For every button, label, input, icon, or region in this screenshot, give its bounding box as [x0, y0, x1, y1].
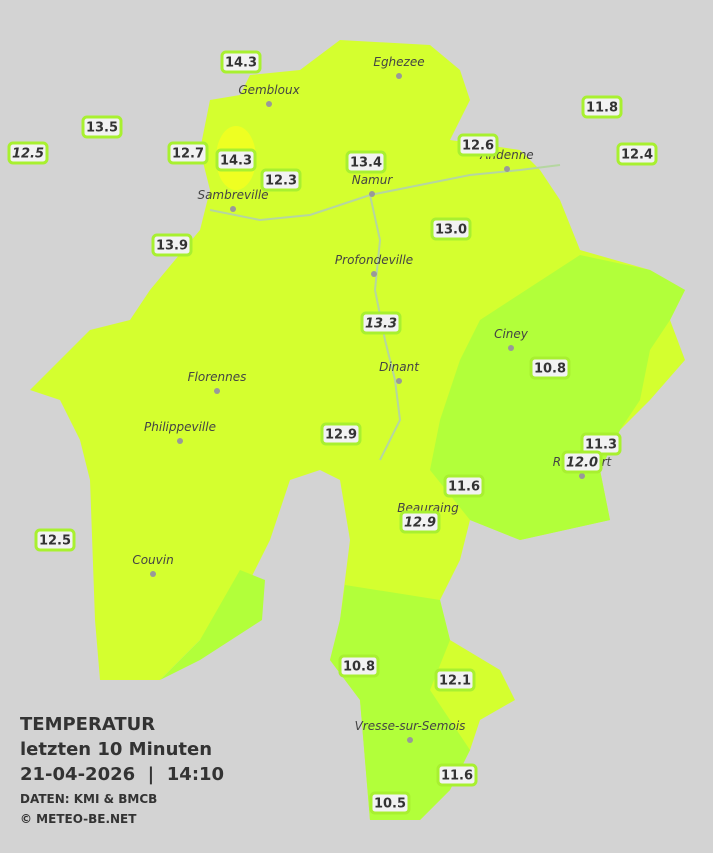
station-value: 10.8: [343, 660, 375, 675]
zone-cool: [160, 570, 265, 680]
legend: TEMPERATUR letzten 10 Minuten 21-04-2026…: [20, 714, 224, 826]
station-box: [434, 668, 476, 692]
station-box: [369, 791, 411, 815]
town-label: Couvin: [132, 553, 173, 567]
town-label: Philippeville: [144, 420, 216, 434]
station-box: [320, 422, 362, 446]
station-value: 13.0: [435, 223, 467, 238]
station-box: [581, 95, 623, 119]
station-value: 11.6: [441, 769, 473, 784]
station-box: [215, 148, 257, 172]
station-value: 13.5: [86, 121, 118, 136]
town-dot: [579, 473, 585, 479]
legend-title: TEMPERATUR: [20, 714, 155, 735]
town-label: Namur: [352, 173, 394, 187]
zone-cool: [430, 255, 685, 540]
station-box: [457, 133, 499, 157]
station-box: [443, 474, 485, 498]
station-value: 10.5: [374, 797, 406, 812]
town-dot: [407, 737, 413, 743]
river: [209, 164, 561, 222]
station-value: 12.5: [12, 147, 44, 162]
town-label: Vresse-sur-Semois: [355, 719, 466, 733]
town-label: Profondeville: [335, 253, 413, 267]
station-value: 10.8: [534, 362, 566, 377]
station-value: 11.8: [586, 101, 618, 116]
town-dot: [266, 101, 272, 107]
station-box: [561, 450, 603, 474]
town-label: Gembloux: [238, 83, 300, 97]
town-label: Eghezee: [373, 55, 424, 69]
legend-subtitle: letzten 10 Minuten: [20, 739, 212, 760]
station-value: 13.4: [350, 156, 382, 171]
station-box: [260, 168, 302, 192]
town-dot: [369, 191, 375, 197]
station-value: 12.1: [439, 674, 471, 689]
station-value: 11.6: [448, 480, 480, 495]
legend-copyright: © METEO-BE.NET: [20, 812, 137, 826]
station-box: [34, 528, 76, 552]
town-dot: [214, 388, 220, 394]
river: [369, 194, 402, 461]
town-dot: [396, 378, 402, 384]
station-box: [220, 50, 262, 74]
station-value: 12.7: [172, 147, 204, 162]
town-dot: [371, 271, 377, 277]
town-label: Dinant: [379, 360, 420, 374]
station-value: 12.0: [566, 456, 598, 471]
station-value: 12.4: [621, 148, 653, 163]
legend-source: DATEN: KMI & BMCB: [20, 792, 157, 806]
station-value: 12.3: [265, 174, 297, 189]
station-value: 13.9: [156, 239, 188, 254]
station-box: [167, 141, 209, 165]
station-value: 12.9: [404, 516, 436, 531]
station-box: [151, 233, 193, 257]
station-box: [436, 763, 478, 787]
station-value: 11.3: [585, 438, 617, 453]
station-box: [399, 510, 441, 534]
station-box: [7, 141, 49, 165]
station-box: [529, 356, 571, 380]
town-dot: [177, 438, 183, 444]
station-box: [338, 654, 380, 678]
station-box: [360, 311, 402, 335]
station-box: [616, 142, 658, 166]
legend-datetime: 21-04-2026 | 14:10: [20, 764, 224, 785]
station-value: 12.9: [325, 428, 357, 443]
town-label: Sambreville: [197, 188, 268, 202]
town-dot: [150, 571, 156, 577]
station-value: 12.5: [39, 534, 71, 549]
town-dot: [504, 166, 510, 172]
station-box: [430, 217, 472, 241]
town-dot: [508, 345, 514, 351]
station-value: 14.3: [220, 154, 252, 169]
station-box: [345, 150, 387, 174]
station-value: 13.3: [365, 317, 397, 332]
town-dot: [396, 73, 402, 79]
station-box: [81, 115, 123, 139]
station-value: 14.3: [225, 56, 257, 71]
town-label: Florennes: [188, 370, 247, 384]
zone-cool: [330, 585, 470, 820]
station-value: 12.6: [462, 139, 494, 154]
town-label: Ciney: [494, 327, 529, 341]
town-dot: [230, 206, 236, 212]
